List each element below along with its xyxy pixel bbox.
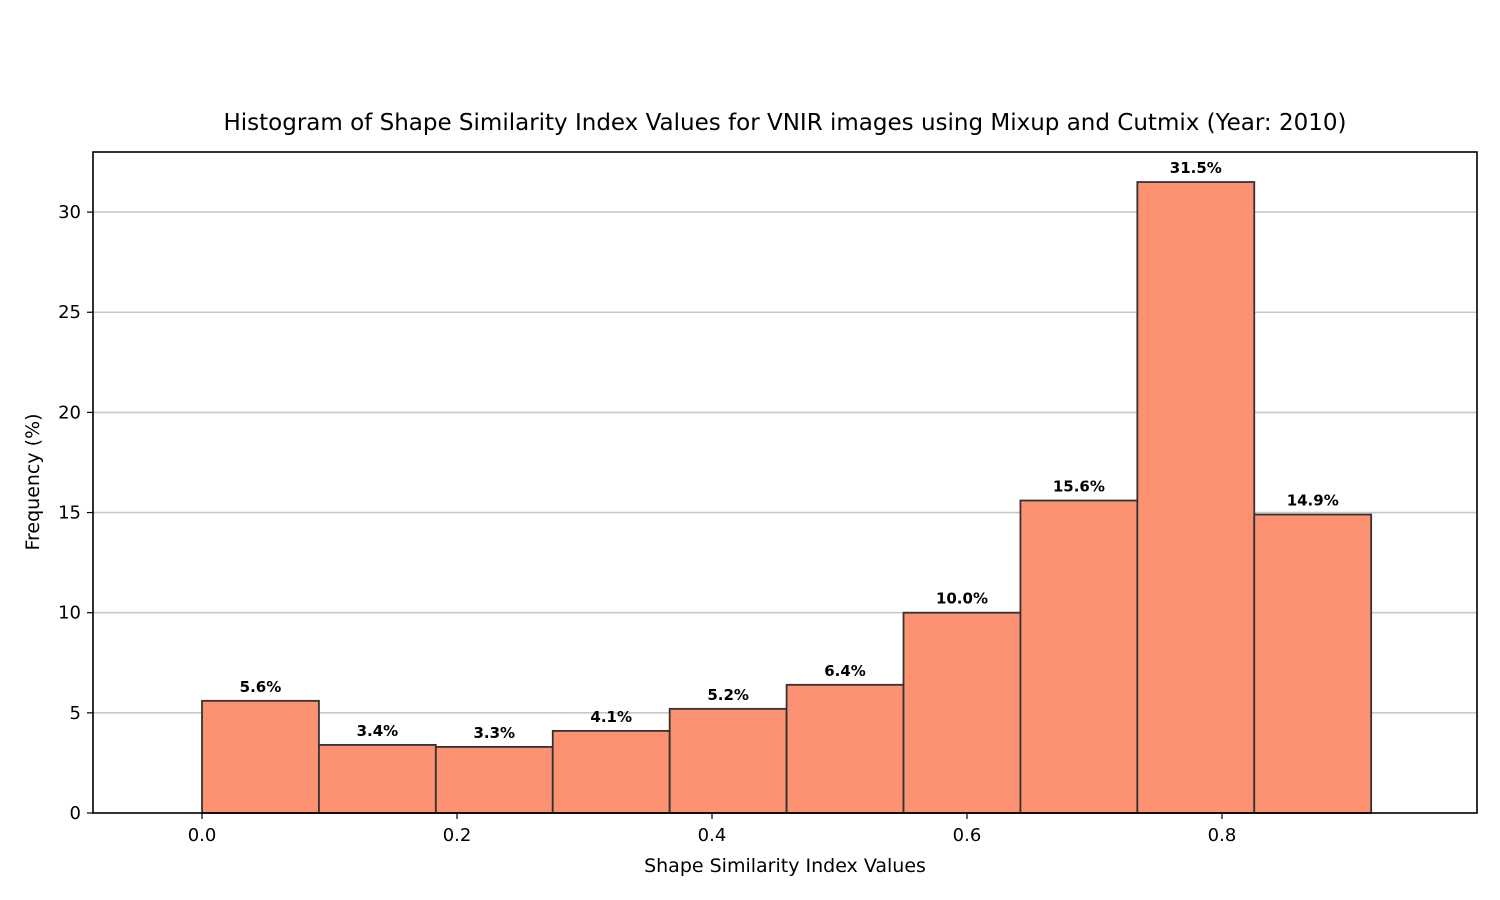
bar-value-label: 14.9% (1287, 492, 1339, 510)
bar-value-label: 15.6% (1053, 478, 1105, 496)
y-tick-label: 0 (70, 803, 81, 824)
histogram-bar (1253, 513, 1373, 814)
bar-value-label: 3.3% (473, 724, 515, 742)
bar-value-label: 10.0% (936, 590, 988, 608)
bar-value-label: 4.1% (590, 708, 632, 726)
histogram-bar (668, 707, 788, 814)
histogram-bar (1019, 499, 1139, 814)
bar-value-label: 5.2% (707, 686, 749, 704)
x-axis-label: Shape Similarity Index Values (644, 855, 926, 877)
histogram-bar (902, 611, 1022, 814)
bar-value-label: 5.6% (240, 678, 282, 696)
y-tick-label: 25 (58, 302, 81, 323)
bar-value-label: 31.5% (1170, 159, 1222, 177)
y-tick-label: 5 (70, 703, 81, 724)
x-tick-label: 0.2 (443, 825, 472, 846)
x-tick-label: 0.8 (1208, 825, 1237, 846)
x-axis-ticks: 0.0 0.2 0.4 0.6 0.8 (188, 813, 1237, 846)
histogram-bar (434, 746, 554, 814)
y-tick-label: 30 (58, 202, 81, 223)
x-tick-label: 0.0 (188, 825, 217, 846)
x-tick-label: 0.6 (953, 825, 982, 846)
bar-layer (201, 181, 1373, 814)
bar-value-label: 3.4% (357, 722, 399, 740)
chart-title: Histogram of Shape Similarity Index Valu… (223, 110, 1346, 136)
y-tick-label: 10 (58, 603, 81, 624)
y-axis-ticks: 0 5 10 15 20 25 30 (58, 202, 93, 824)
histogram-bar (318, 743, 437, 814)
x-tick-label: 0.4 (698, 825, 727, 846)
histogram-bar (551, 729, 671, 814)
bar-label-layer: 5.6% 3.4% 3.3% 4.1% 5.2% 6.4% 10.0% 15.6% 31.5% 1… (240, 159, 1339, 742)
y-axis-label: Frequency (%) (22, 413, 44, 550)
y-tick-label: 20 (58, 402, 81, 423)
histogram-bar (785, 683, 905, 814)
plot-frame (92, 151, 1478, 814)
histogram-bar (1136, 181, 1256, 814)
y-tick-label: 15 (58, 503, 81, 524)
bar-value-label: 6.4% (824, 662, 866, 680)
histogram-bar (201, 699, 320, 814)
